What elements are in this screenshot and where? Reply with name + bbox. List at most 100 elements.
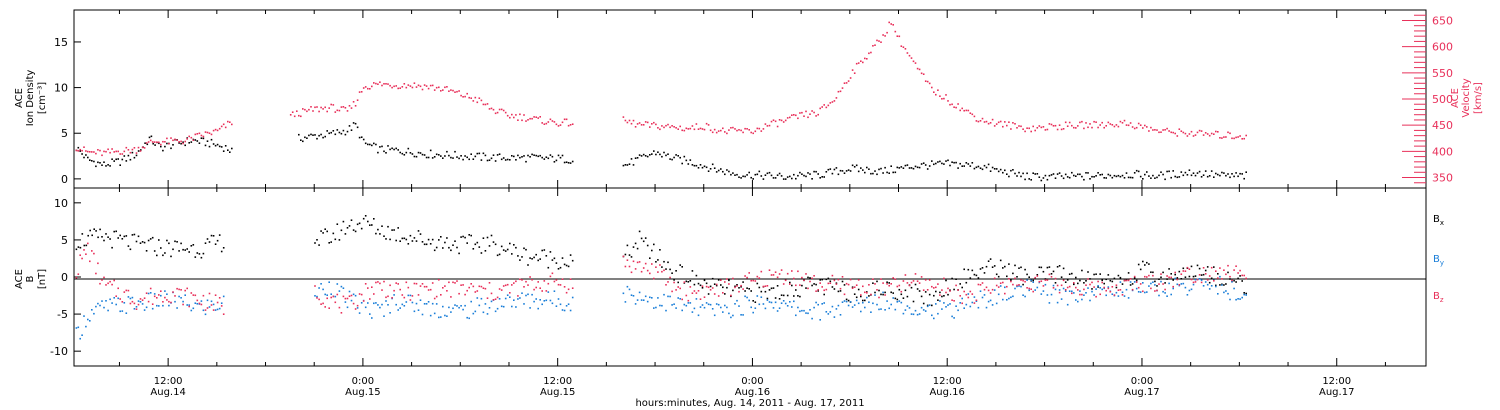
by-point xyxy=(862,301,864,304)
density-point xyxy=(152,142,154,145)
density-point xyxy=(1233,175,1235,178)
density-point xyxy=(101,164,103,166)
bz-point xyxy=(385,296,387,299)
density-point xyxy=(857,170,860,173)
density-point xyxy=(963,165,965,167)
density-point xyxy=(314,134,316,136)
density-point xyxy=(642,153,645,156)
by-point xyxy=(1099,287,1101,289)
density-point xyxy=(703,165,706,168)
by-point xyxy=(1231,281,1233,283)
velocity-point xyxy=(156,141,158,143)
by-point xyxy=(340,285,343,288)
density-point xyxy=(665,154,667,157)
bz-point xyxy=(886,283,888,285)
density-point xyxy=(1014,172,1016,175)
density-point xyxy=(632,164,635,166)
velocity-point xyxy=(373,82,375,84)
density-point xyxy=(653,150,655,152)
density-point xyxy=(85,154,87,156)
bz-point xyxy=(1170,276,1172,279)
by-point xyxy=(1152,281,1154,283)
bx-point xyxy=(969,277,972,279)
velocity-point xyxy=(1125,124,1128,126)
bx-point xyxy=(176,241,178,243)
velocity-point xyxy=(1099,124,1101,126)
bz-point xyxy=(766,285,769,287)
by-point xyxy=(955,305,957,307)
velocity-point xyxy=(1208,134,1211,137)
velocity-point xyxy=(831,101,834,103)
x-axis-label: hours:minutes, Aug. 14, 2011 - Aug. 17, … xyxy=(635,398,864,409)
bz-point xyxy=(1064,289,1067,291)
bz-point xyxy=(642,267,645,269)
bz-point xyxy=(222,313,225,315)
by-point xyxy=(486,313,489,315)
bx-point xyxy=(509,242,511,245)
by-point xyxy=(778,307,781,309)
density-point xyxy=(360,136,363,138)
by-point xyxy=(158,305,160,307)
bz-point xyxy=(1062,279,1065,282)
bz-point xyxy=(811,277,813,280)
density-point xyxy=(158,142,160,145)
velocity-point xyxy=(334,111,337,113)
velocity-point xyxy=(1131,126,1134,128)
bz-point xyxy=(857,279,860,281)
top-right-tick-label-6: 650 xyxy=(1432,14,1453,27)
density-point xyxy=(492,154,495,156)
by-point xyxy=(517,298,519,300)
density-point xyxy=(543,158,546,160)
bx-point xyxy=(496,254,499,257)
bx-point xyxy=(109,238,111,240)
bz-point xyxy=(89,260,91,263)
bx-point xyxy=(332,232,335,235)
bx-point xyxy=(407,243,410,245)
bz-point xyxy=(1028,287,1030,290)
by-point xyxy=(882,291,884,294)
bx-point xyxy=(480,252,483,254)
bz-point xyxy=(1127,279,1130,282)
by-point xyxy=(933,317,935,320)
by-point xyxy=(922,309,925,311)
bx-point xyxy=(807,276,809,279)
by-point xyxy=(961,297,963,300)
bz-point xyxy=(634,268,637,270)
bz-point xyxy=(553,280,556,283)
density-point xyxy=(1079,173,1081,176)
by-point xyxy=(509,296,511,298)
velocity-point xyxy=(129,151,132,154)
bx-point xyxy=(764,290,767,293)
by-point xyxy=(1235,298,1237,301)
bz-point xyxy=(482,287,485,289)
density-point xyxy=(450,156,452,159)
velocity-point xyxy=(190,136,193,139)
by-point xyxy=(995,302,998,305)
by-point xyxy=(1192,283,1195,286)
bz-point xyxy=(697,290,700,292)
bx-point xyxy=(379,233,381,235)
density-point xyxy=(362,138,365,141)
density-point xyxy=(681,162,683,165)
density-point xyxy=(1077,173,1079,176)
velocity-point xyxy=(565,118,568,121)
bx-point xyxy=(218,234,221,236)
top-right-tick-label-5: 600 xyxy=(1432,41,1453,54)
bx-point xyxy=(1097,286,1099,288)
velocity-point xyxy=(166,137,168,140)
density-point xyxy=(730,173,732,176)
density-point xyxy=(411,153,414,155)
bx-point xyxy=(391,229,393,231)
velocity-point xyxy=(145,142,148,144)
bz-point xyxy=(989,292,992,294)
density-point xyxy=(782,178,785,180)
velocity-point xyxy=(103,150,105,153)
velocity-point xyxy=(1198,129,1201,132)
velocity-point xyxy=(1241,138,1243,140)
density-point xyxy=(1012,169,1014,171)
bx-point xyxy=(900,293,903,296)
bz-point xyxy=(1156,289,1158,292)
density-point xyxy=(1107,173,1110,176)
bx-point xyxy=(435,246,438,249)
bz-point xyxy=(973,302,976,304)
